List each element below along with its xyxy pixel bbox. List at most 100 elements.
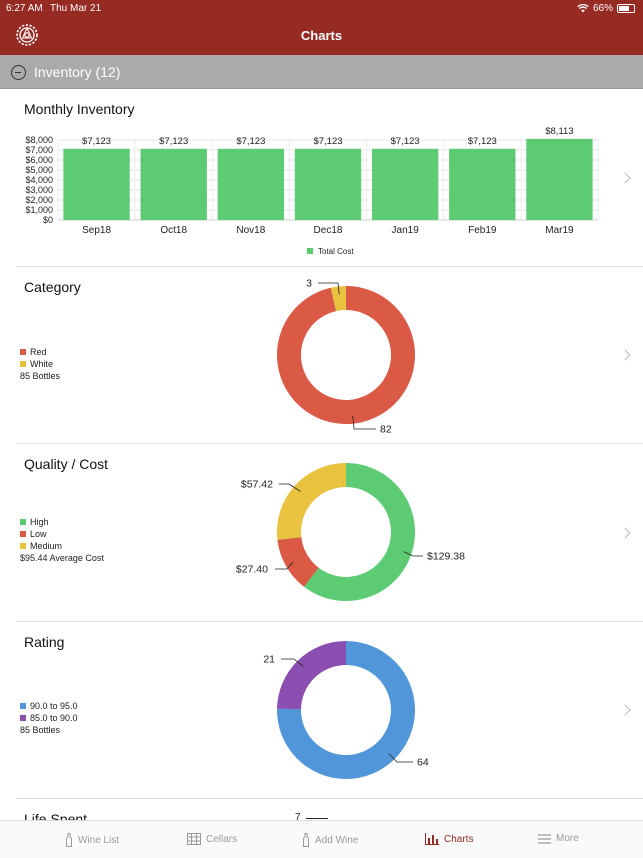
status-date: Thu Mar 21 (50, 3, 102, 14)
tab-cellars[interactable]: Cellars (187, 833, 237, 845)
bar (294, 148, 362, 220)
bar-value-label: $7,123 (468, 136, 497, 147)
legend-label: Low (30, 529, 47, 539)
cellar-grid-icon (187, 833, 201, 845)
legend-label: 90.0 to 95.0 (30, 701, 78, 711)
monthly-inventory-card[interactable]: Monthly Inventory $0 $1,000 $2,000 $3,000 $4… (16, 89, 643, 267)
category-legend: Red White 85 Bottles (20, 346, 60, 382)
donut-slice (277, 641, 346, 710)
collapse-icon[interactable] (11, 65, 26, 80)
category-donut-chart: 82 3 (277, 278, 416, 436)
legend-item: 90.0 to 95.0 (20, 700, 78, 712)
section-label: Inventory (12) (34, 64, 121, 80)
rating-donut-chart: 64 21 (263, 641, 429, 779)
slice-value-label: 82 (380, 424, 392, 436)
slice-value-label: $27.40 (236, 564, 268, 576)
legend-summary: $95.44 Average Cost (20, 553, 104, 563)
battery-percent: 66% (592, 3, 613, 14)
y-tick-label: $0 (43, 215, 53, 225)
bar (526, 138, 593, 220)
navigation-bar: 6:27 AM Thu Mar 21 66% Charts (0, 0, 643, 55)
bar (217, 148, 285, 220)
legend-label: White (30, 359, 54, 369)
quality-cost-card[interactable]: Quality / Cost High Low Medium $95.44 Av… (16, 444, 643, 622)
rating-legend: 90.0 to 95.0 85.0 to 90.0 85 Bottles (20, 700, 78, 736)
chevron-right-icon[interactable] (619, 172, 631, 184)
y-tick-label: $1,000 (25, 205, 53, 215)
battery-icon (617, 4, 635, 13)
donut-slice (304, 463, 415, 601)
slice-value-label: 64 (417, 757, 429, 769)
card-title: Quality / Cost (24, 456, 109, 472)
bar (63, 148, 130, 220)
tab-more[interactable]: More (538, 833, 579, 844)
legend-swatch (20, 349, 26, 355)
tab-label: More (556, 833, 579, 844)
status-indicators: 66% (577, 3, 635, 14)
tab-label: Cellars (206, 833, 238, 845)
category-card[interactable]: Category Red White 85 Bottles 82 3 (16, 267, 643, 444)
tab-charts[interactable]: Charts (425, 833, 473, 845)
y-tick-label: $5,000 (25, 165, 53, 175)
page-title: Charts (300, 28, 343, 43)
legend-label: Red (30, 347, 47, 357)
legend-swatch (20, 715, 26, 721)
x-tick-label: Nov18 (236, 225, 265, 236)
x-tick-label: Feb19 (468, 225, 497, 236)
legend-item: Red (20, 346, 60, 358)
legend-item: Low (20, 528, 104, 540)
settings-gear-icon[interactable] (14, 22, 40, 48)
leader-line (352, 415, 376, 430)
y-tick-label: $8,000 (25, 135, 53, 145)
y-tick-label: $4,000 (25, 175, 53, 185)
bar (449, 148, 516, 220)
tab-label: Wine List (78, 834, 120, 846)
leader-line (318, 282, 340, 295)
slice-value-label: $129.38 (427, 551, 465, 563)
legend-item: Medium (20, 540, 104, 552)
bar-value-label: $7,123 (82, 136, 111, 147)
legend-swatch (20, 703, 26, 709)
wifi-icon (577, 4, 589, 13)
slice-value-label: 21 (263, 654, 275, 666)
y-tick-label: $3,000 (25, 185, 53, 195)
bar (140, 148, 207, 220)
bar-value-label: $8,113 (545, 126, 573, 137)
leader-line (403, 551, 423, 557)
leader-line (388, 753, 413, 763)
chart-icon (425, 833, 439, 845)
rating-card[interactable]: Rating 90.0 to 95.0 85.0 to 90.0 85 Bott… (16, 622, 643, 799)
donut-slice (277, 286, 416, 424)
x-tick-label: Dec18 (314, 225, 343, 236)
tab-wine-list[interactable]: Wine List (65, 833, 119, 847)
legend-label: Total Cost (318, 247, 354, 256)
bar-value-label: $7,123 (159, 136, 188, 147)
legend-summary: 85 Bottles (20, 371, 61, 381)
wine-bottle-icon (66, 833, 72, 847)
y-tick-label: $2,000 (25, 195, 53, 205)
inventory-section-header[interactable]: Inventory (12) (0, 55, 643, 89)
legend-swatch (20, 531, 26, 537)
quality-legend: High Low Medium $95.44 Average Cost (20, 516, 104, 564)
leader-line (279, 483, 301, 492)
bar-value-label: $7,123 (236, 136, 265, 147)
tab-add-wine[interactable]: Add Wine (302, 833, 358, 847)
bar-value-label: $7,123 (313, 136, 342, 147)
add-bottle-icon (303, 833, 309, 847)
tab-label: Charts (444, 833, 474, 845)
legend-item: High (20, 516, 104, 528)
leader-line (281, 658, 304, 667)
value-label: 7 (295, 812, 301, 823)
legend-swatch (20, 361, 26, 367)
tab-label: Add Wine (315, 834, 359, 846)
bar-value-label: $7,123 (391, 136, 420, 147)
legend-label: 85.0 to 90.0 (30, 713, 78, 723)
monthly-inventory-bar-chart: $0$1,000$2,000$3,000$4,000$5,000$6,000$7… (25, 126, 599, 256)
slice-value-label: 3 (306, 278, 312, 290)
y-tick-label: $7,000 (25, 145, 53, 155)
legend-item: 85.0 to 90.0 (20, 712, 78, 724)
legend-swatch (20, 519, 26, 525)
x-tick-label: Mar19 (545, 225, 574, 236)
donut-slice (277, 537, 319, 587)
